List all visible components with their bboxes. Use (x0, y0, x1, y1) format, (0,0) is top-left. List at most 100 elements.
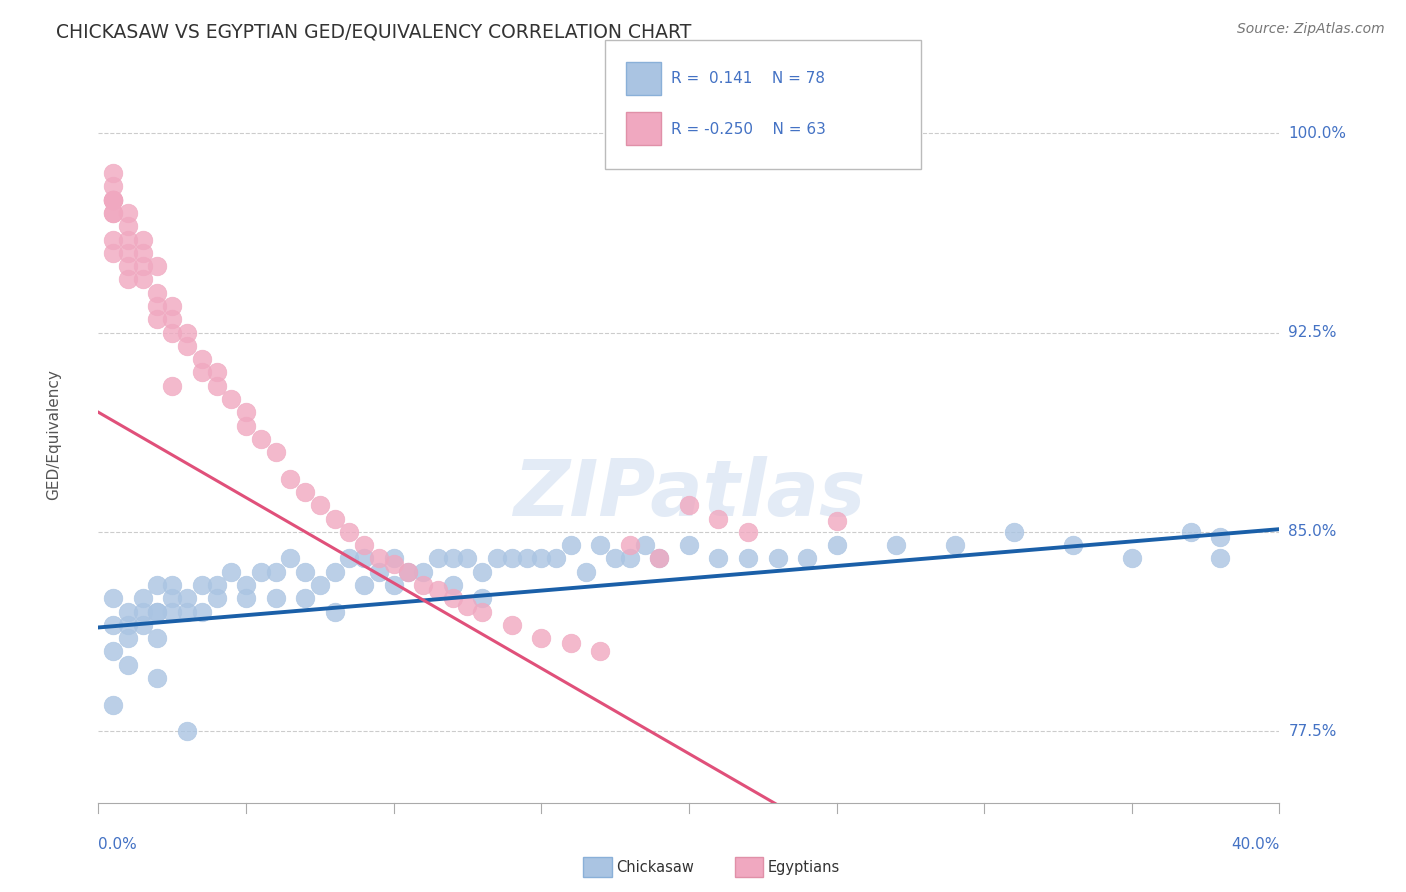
Point (162, 605, 183, 619)
Text: 77.5%: 77.5% (1288, 723, 1337, 739)
Point (146, 671, 169, 685)
Point (264, 445, 287, 459)
Point (205, 366, 228, 380)
Point (441, 551, 464, 566)
Point (412, 565, 434, 579)
Point (323, 605, 346, 619)
Point (309, 578, 332, 592)
Point (368, 551, 391, 566)
Text: R = -0.250    N = 63: R = -0.250 N = 63 (671, 122, 825, 136)
Point (191, 366, 214, 380)
Point (501, 617, 523, 632)
Point (235, 578, 257, 592)
Point (294, 485, 316, 500)
Point (1062, 538, 1084, 552)
Point (162, 578, 183, 592)
Point (280, 472, 302, 486)
Point (707, 551, 730, 566)
Point (353, 578, 375, 592)
Point (884, 538, 907, 552)
Text: 92.5%: 92.5% (1288, 325, 1337, 340)
Point (796, 551, 818, 566)
Point (132, 617, 155, 632)
Point (398, 565, 420, 579)
Point (132, 233, 155, 247)
Text: Egyptians: Egyptians (768, 860, 839, 874)
Point (146, 259, 169, 273)
Point (103, 206, 125, 220)
Point (235, 405, 257, 419)
Point (264, 565, 287, 579)
Point (162, 378, 183, 392)
Point (589, 538, 612, 552)
Point (103, 166, 125, 180)
Point (176, 591, 198, 606)
Point (103, 233, 125, 247)
Point (176, 724, 198, 739)
Point (412, 578, 434, 592)
Point (382, 551, 405, 566)
Point (441, 591, 464, 606)
Point (117, 219, 139, 234)
Point (1209, 530, 1232, 544)
Point (117, 233, 139, 247)
Point (146, 605, 169, 619)
Point (117, 206, 139, 220)
Point (103, 206, 125, 220)
Point (766, 551, 789, 566)
Point (205, 578, 228, 592)
Point (117, 272, 139, 286)
Point (117, 245, 139, 260)
Point (323, 511, 346, 525)
Point (471, 565, 494, 579)
Point (103, 591, 125, 606)
Point (441, 578, 464, 592)
Point (103, 193, 125, 207)
Point (132, 245, 155, 260)
Point (132, 259, 155, 273)
Point (117, 617, 139, 632)
Point (103, 193, 125, 207)
Point (103, 193, 125, 207)
Point (146, 631, 169, 645)
Text: GED/Equivalency: GED/Equivalency (46, 369, 60, 500)
Point (530, 631, 553, 645)
Point (235, 591, 257, 606)
Point (146, 578, 169, 592)
Text: 40.0%: 40.0% (1232, 838, 1279, 853)
Point (471, 591, 494, 606)
Point (146, 299, 169, 313)
Text: R =  0.141    N = 78: R = 0.141 N = 78 (671, 71, 825, 86)
Point (117, 657, 139, 672)
Point (516, 551, 538, 566)
Point (589, 644, 612, 658)
Point (250, 565, 273, 579)
Point (678, 498, 700, 512)
Point (560, 538, 582, 552)
Point (235, 418, 257, 433)
Point (309, 498, 332, 512)
Point (103, 193, 125, 207)
Point (221, 392, 243, 406)
Point (825, 538, 848, 552)
Point (103, 698, 125, 712)
Point (294, 591, 316, 606)
Point (146, 312, 169, 326)
Point (619, 551, 641, 566)
Point (205, 591, 228, 606)
Point (146, 285, 169, 300)
Point (427, 583, 450, 598)
Point (353, 538, 375, 552)
Point (1121, 551, 1143, 566)
Point (501, 551, 523, 566)
Point (132, 591, 155, 606)
Text: ZIPatlas: ZIPatlas (513, 456, 865, 532)
Point (648, 551, 671, 566)
Point (339, 524, 361, 539)
Text: Chickasaw: Chickasaw (616, 860, 693, 874)
Point (339, 551, 361, 566)
Text: CHICKASAW VS EGYPTIAN GED/EQUIVALENCY CORRELATION CHART: CHICKASAW VS EGYPTIAN GED/EQUIVALENCY CO… (56, 22, 692, 41)
Point (707, 511, 730, 525)
Point (546, 551, 568, 566)
Point (1209, 551, 1232, 566)
